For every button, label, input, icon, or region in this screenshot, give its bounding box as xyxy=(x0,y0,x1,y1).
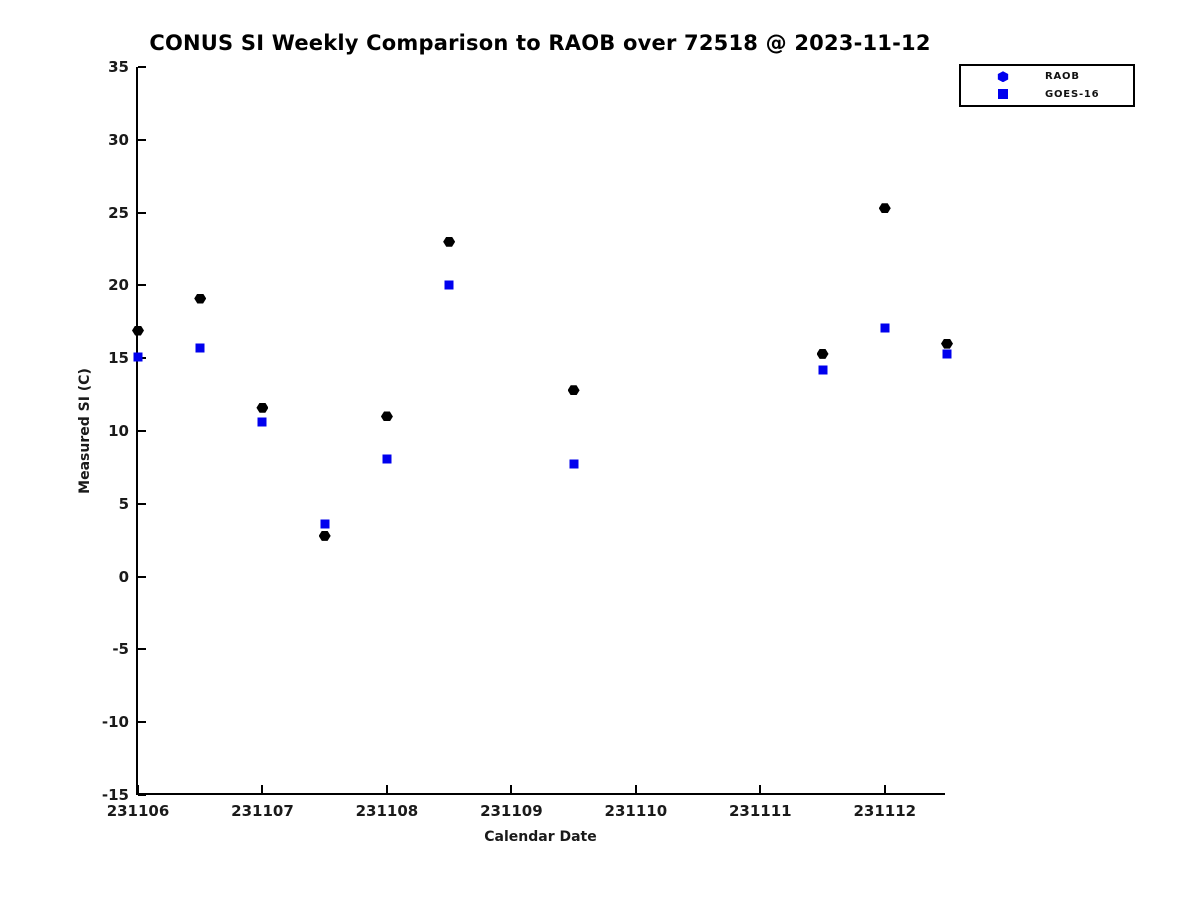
y-tick-label: -10 xyxy=(101,713,129,732)
x-tick-label: 231112 xyxy=(853,802,917,820)
data-point-raob xyxy=(132,325,144,336)
x-tick xyxy=(759,785,762,793)
data-point-goes-16 xyxy=(444,280,454,290)
x-tick-label: 231108 xyxy=(355,802,419,820)
data-point-raob xyxy=(443,236,456,247)
x-tick xyxy=(883,785,886,793)
y-tick-label: -15 xyxy=(101,786,129,804)
data-point-goes-16 xyxy=(818,365,828,375)
y-tick xyxy=(138,502,146,505)
data-point-raob xyxy=(318,530,331,541)
plot-area: -15 -10 -5 0 5 10 15 20 25 30 35 231106 231107 231108… xyxy=(102,58,953,820)
data-point-goes-16 xyxy=(320,519,330,529)
data-point-raob xyxy=(816,348,829,359)
data-point-raob xyxy=(194,293,207,304)
y-tick-label: 15 xyxy=(108,349,129,368)
y-tick-label: 35 xyxy=(108,58,129,76)
x-tick-label: 231111 xyxy=(728,802,792,820)
y-tick xyxy=(138,430,146,432)
x-axis-label: Calendar Date xyxy=(484,829,597,845)
data-point-raob xyxy=(380,411,393,422)
x-tick xyxy=(385,785,388,793)
x-tick-label: 231107 xyxy=(231,802,294,820)
data-point-goes-16 xyxy=(382,454,392,464)
y-tick-label: 0 xyxy=(118,567,129,586)
y-tick-label: -5 xyxy=(112,640,129,659)
y-tick xyxy=(138,648,146,651)
data-point-goes-16 xyxy=(880,323,890,333)
raob-hexagon-marker-icon xyxy=(997,71,1009,83)
y-tick-label: 30 xyxy=(108,130,129,149)
data-point-goes-16 xyxy=(569,459,579,469)
data-point-raob xyxy=(941,338,953,349)
data-point-goes-16 xyxy=(942,349,952,359)
x-tick xyxy=(510,785,513,793)
data-point-raob xyxy=(567,385,580,396)
x-tick xyxy=(137,785,139,793)
y-tick-label: 10 xyxy=(108,422,129,440)
y-tick xyxy=(138,211,146,214)
data-point-raob xyxy=(878,203,891,214)
x-tick xyxy=(261,785,264,793)
x-tick-label: 231106 xyxy=(106,802,170,820)
legend-label-goes16: GOES-16 xyxy=(1045,88,1100,100)
data-point-goes-16 xyxy=(257,417,267,427)
x-tick xyxy=(634,785,637,793)
y-tick-label: 5 xyxy=(118,494,129,513)
y-tick-label: 20 xyxy=(108,276,129,295)
y-tick-label: 25 xyxy=(108,203,129,222)
legend-label-raob: RAOB xyxy=(1045,71,1080,83)
legend-entry-raob: RAOB xyxy=(961,69,1133,85)
goes16-square-marker-icon xyxy=(998,89,1008,100)
y-tick xyxy=(138,575,146,578)
y-tick xyxy=(138,284,146,287)
chart-title: CONUS SI Weekly Comparison to RAOB over … xyxy=(149,31,931,55)
y-tick xyxy=(138,721,146,724)
data-point-goes-16 xyxy=(133,352,143,362)
legend-entry-goes16: GOES-16 xyxy=(961,87,1133,103)
y-tick xyxy=(138,138,146,141)
y-axis-label: Measured SI (C) xyxy=(77,368,93,494)
y-tick xyxy=(138,66,146,68)
y-tick xyxy=(138,794,146,796)
x-tick-label: 231110 xyxy=(604,802,668,820)
x-tick-label: 231109 xyxy=(480,802,543,820)
data-point-goes-16 xyxy=(195,343,205,353)
legend: RAOB GOES-16 xyxy=(959,64,1135,107)
data-point-raob xyxy=(256,402,269,413)
